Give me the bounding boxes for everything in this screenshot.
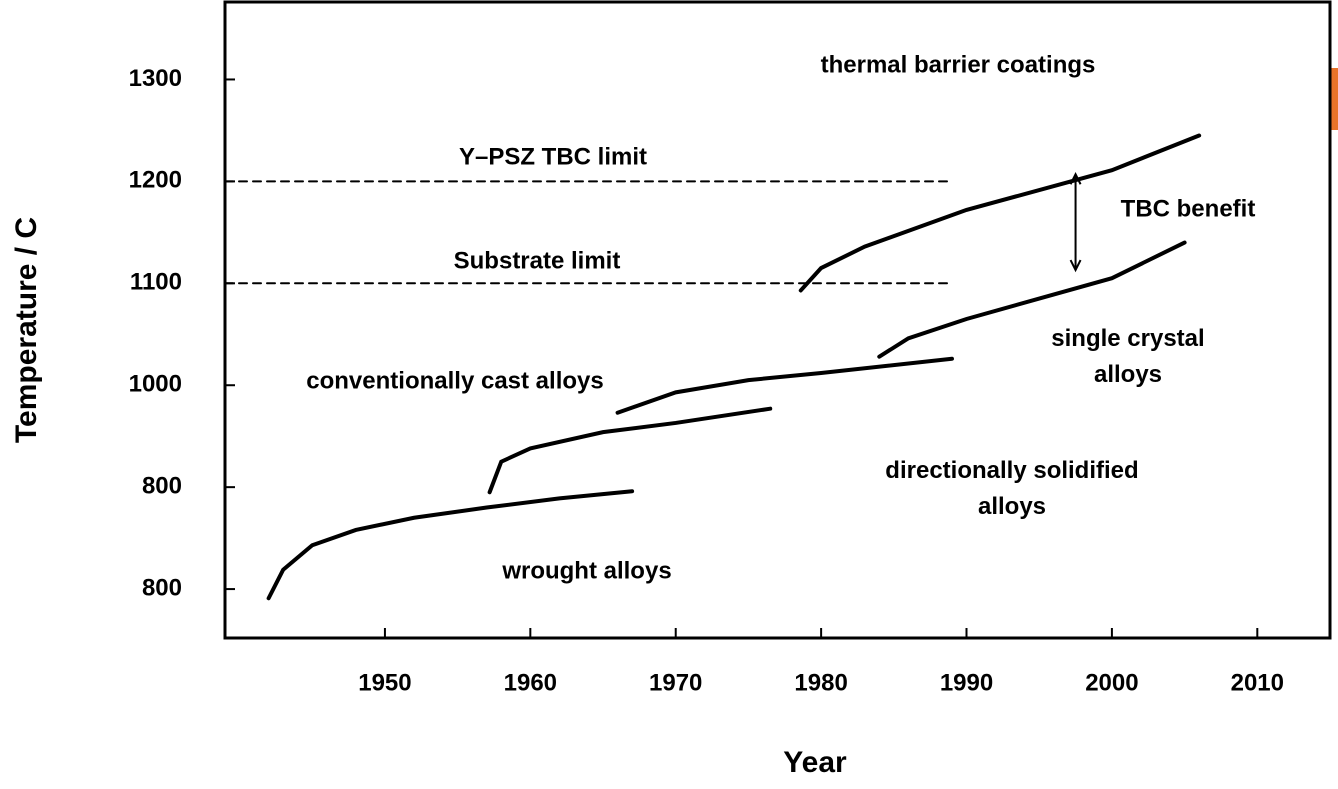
accent-bar [1330,68,1338,130]
arrow-head [1069,172,1082,185]
y-tick-label: 800 [142,574,182,601]
series-label: Substrate limit [454,247,621,274]
x-tick-label: 1990 [940,669,993,696]
plot-frame [223,0,1332,640]
series-label: Y–PSZ TBC limit [459,143,647,170]
arrow-head [1069,259,1082,273]
x-tick-label: 1980 [794,669,847,696]
series-label: wrought alloys [501,557,671,584]
trend-line [487,406,773,495]
series-label: single crystal alloys [1051,325,1204,388]
y-tick-label: 1200 [129,167,182,194]
y-tick-label: 800 [142,472,182,499]
series-label: thermal barrier coatings [821,51,1096,78]
trend-line [615,356,954,415]
y-tick-label: 1100 [130,269,182,296]
series-label: conventionally cast alloys [306,367,603,394]
series-label: directionally solidified alloys [885,457,1138,520]
y-axis-title: Temperature / C [10,217,43,443]
trend-line [266,489,635,601]
y-tick-label: 1300 [129,65,182,92]
y-tick-label: 1000 [129,371,182,398]
x-tick-label: 1950 [358,669,411,696]
x-tick-label: 2000 [1085,669,1138,696]
x-tick-label: 1970 [649,669,702,696]
trend-line [798,133,1202,293]
x-tick-label: 2010 [1231,669,1284,696]
x-axis-title: Year [783,746,847,779]
x-tick-label: 1960 [504,669,557,696]
arrow-label: TBC benefit [1121,195,1256,222]
trend-line [877,240,1187,359]
